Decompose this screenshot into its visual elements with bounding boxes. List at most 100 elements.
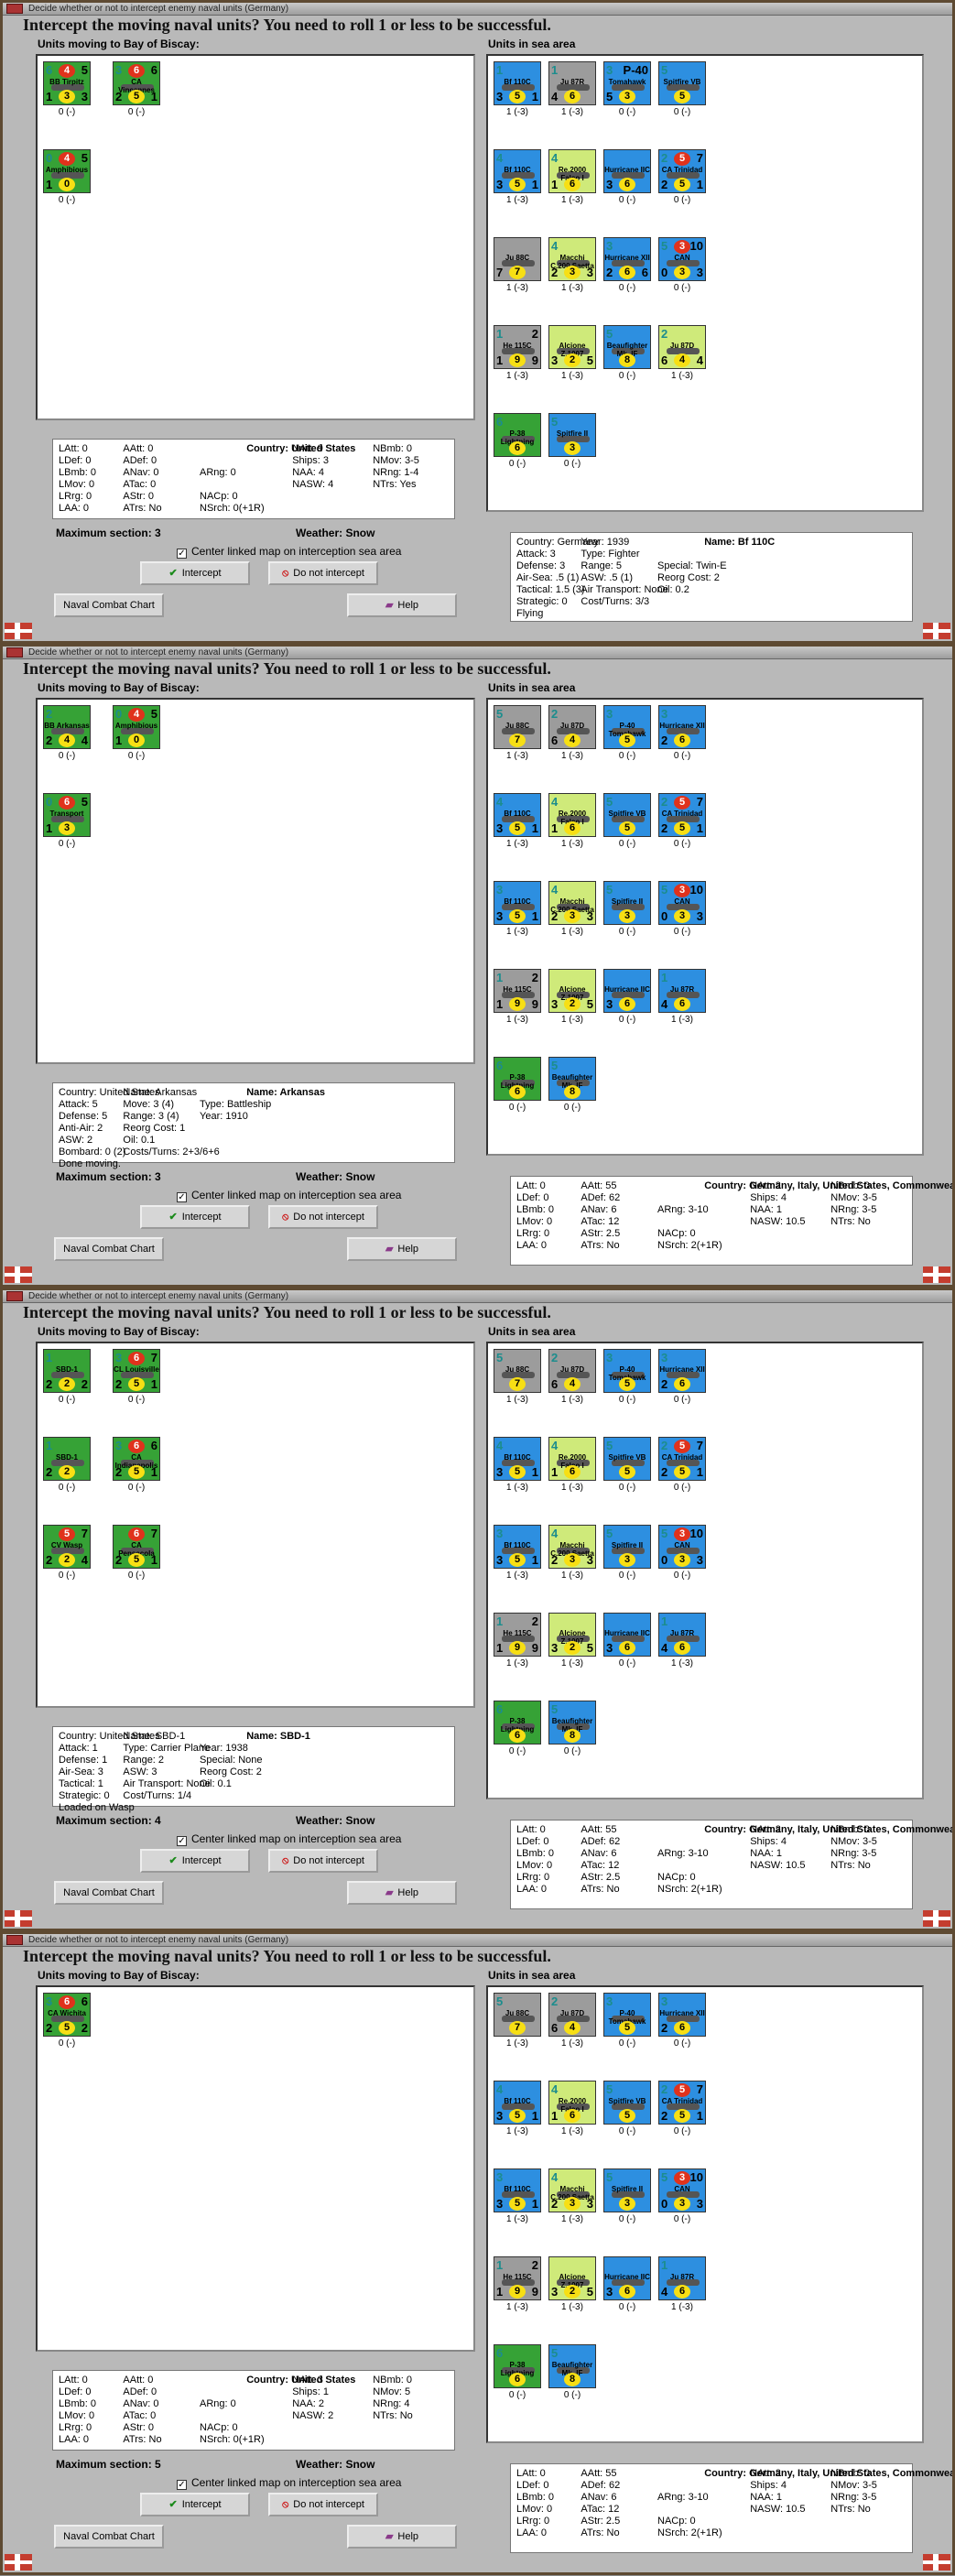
unit-counter[interactable]: 4 2 3 Macchi C.200 Saetta 3 <box>548 2168 596 2212</box>
moving-units-panel[interactable]: 2 2 4 BB Arkansas 4 0 (-) 0 5 1 4 Amphibious 0 0 (-)… <box>36 698 475 1064</box>
unit-counter[interactable]: 5 Spitfire VB 5 <box>603 793 651 837</box>
unit-counter[interactable]: 6 5 1 3 4 BB Tirpitz 3 <box>43 61 91 105</box>
unit-counter[interactable]: 3 6 2 2 6 CA Wichita 5 <box>43 1993 91 2037</box>
unit-counter[interactable]: 7 Ju 88C 7 <box>494 237 541 281</box>
unit-counter[interactable]: 4 2 3 Macchi C.200 Saetta 3 <box>548 1525 596 1569</box>
unit-counter[interactable]: 3 P-40 5 Tomahawk 3 <box>603 61 651 105</box>
unit-counter[interactable]: 5 Spitfire VB 5 <box>658 61 706 105</box>
unit-counter[interactable]: 6P-38 Lightning6 <box>494 1057 541 1101</box>
window-titlebar[interactable]: Decide whether or not to intercept enemy… <box>3 1934 952 1947</box>
unit-counter[interactable]: 1 2 SBD-1 2 <box>43 1437 91 1481</box>
center-map-checkbox[interactable]: ✓ Center linked map on interception sea a… <box>177 2476 401 2490</box>
unit-counter[interactable]: 2 7 2 1 5 CA Trinidad 5 <box>658 2081 706 2125</box>
naval-combat-chart-button[interactable]: Naval Combat Chart <box>54 593 164 617</box>
checkbox-box[interactable]: ✓ <box>177 1836 187 1846</box>
unit-counter[interactable]: 6P-38 Lightning6 <box>494 413 541 457</box>
naval-combat-chart-button[interactable]: Naval Combat Chart <box>54 1237 164 1261</box>
moving-units-panel[interactable]: 1 2 2 SBD-1 2 0 (-) 3 7 2 1 6 CL Louisville 5 0 (-) 1 2… <box>36 1342 475 1708</box>
unit-counter[interactable]: 5 10 0 3 3 CAN 3 <box>658 2168 706 2212</box>
unit-counter[interactable]: 1 4 Ju 87R 6 <box>658 2256 706 2300</box>
unit-counter[interactable]: 3 3 1 Bf 110C 5 <box>494 1525 541 1569</box>
intercept-button[interactable]: ✔ Intercept <box>140 1205 250 1229</box>
unit-counter[interactable]: 2 6 4 Ju 87D 4 <box>658 325 706 369</box>
checkbox-box[interactable]: ✓ <box>177 1192 187 1202</box>
unit-counter[interactable]: 3 7 2 1 6 CL Louisville 5 <box>113 1349 160 1393</box>
unit-counter[interactable]: 5 Spitfire VB 5 <box>603 2081 651 2125</box>
center-map-checkbox[interactable]: ✓ Center linked map on interception sea a… <box>177 545 401 559</box>
unit-counter[interactable]: 1 4 Ju 87R 6 <box>658 1613 706 1657</box>
moving-units-panel[interactable]: 3 6 2 2 6 CA Wichita 5 0 (-) <box>36 1985 475 2352</box>
unit-counter[interactable]: 1 2 1 9 He 115C 9 <box>494 2256 541 2300</box>
unit-counter[interactable]: 6P-38 Lightning6 <box>494 2344 541 2388</box>
intercept-button[interactable]: ✔ Intercept <box>140 1849 250 1873</box>
naval-combat-chart-button[interactable]: Naval Combat Chart <box>54 2525 164 2549</box>
window-titlebar[interactable]: Decide whether or not to intercept enemy… <box>3 647 952 659</box>
checkbox-box[interactable]: ✓ <box>177 549 187 559</box>
unit-counter[interactable]: 3P-40 Tomahawk5 <box>603 1993 651 2037</box>
sea-units-panel[interactable]: 1 3 1 Bf 110C 5 1 (-3) 1 4 Ju 87R 6 1 (-3) 3 P-40 5 To… <box>486 54 924 512</box>
unit-counter[interactable]: 3 3 1 Bf 110C 5 <box>494 2168 541 2212</box>
unit-counter[interactable]: 5 10 0 3 3 CAN 3 <box>658 1525 706 1569</box>
unit-counter[interactable]: 3 3 1 Bf 110C 5 <box>494 881 541 925</box>
no-intercept-button[interactable]: ⦸ Do not intercept <box>268 561 378 585</box>
unit-counter[interactable]: 1 2 1 9 He 115C 9 <box>494 969 541 1013</box>
unit-counter[interactable]: 5 Spitfire VB 5 <box>603 1437 651 1481</box>
unit-counter[interactable]: 2 6 Ju 87D 4 <box>548 1993 596 2037</box>
unit-counter[interactable]: 5 10 0 3 3 CAN 3 <box>658 881 706 925</box>
unit-counter[interactable]: 1 3 1 Bf 110C 5 <box>494 61 541 105</box>
unit-counter[interactable]: 3 2 Hurricane XII 6 <box>658 1349 706 1393</box>
unit-counter[interactable]: 5 Spitfire II 3 <box>603 2168 651 2212</box>
unit-counter[interactable]: 3 2 Hurricane XII 6 <box>658 1993 706 2037</box>
unit-counter[interactable]: 4 2 3 Macchi C.200 Saetta 3 <box>548 881 596 925</box>
no-intercept-button[interactable]: ⦸ Do not intercept <box>268 1205 378 1229</box>
unit-counter[interactable]: 4 3 1 Bf 110C 5 <box>494 1437 541 1481</box>
unit-counter[interactable]: 2 7 2 1 5 CA Trinidad 5 <box>658 149 706 193</box>
unit-counter[interactable]: 4 3 1 Bf 110C 5 <box>494 793 541 837</box>
unit-counter[interactable]: 2 2 4 BB Arkansas 4 <box>43 705 91 749</box>
unit-counter[interactable]: 3 2 Hurricane XII 6 <box>658 705 706 749</box>
unit-counter[interactable]: 3P-40 Tomahawk5 <box>603 1349 651 1393</box>
window-titlebar[interactable]: Decide whether or not to intercept enemy… <box>3 3 952 16</box>
unit-counter[interactable]: 3 Hurricane IIC 6 <box>603 2256 651 2300</box>
intercept-button[interactable]: ✔ Intercept <box>140 2493 250 2516</box>
unit-counter[interactable]: 4 3 1 Bf 110C 5 <box>494 2081 541 2125</box>
intercept-button[interactable]: ✔ Intercept <box>140 561 250 585</box>
unit-counter[interactable]: 5 Spitfire II 3 <box>603 1525 651 1569</box>
unit-counter[interactable]: 0 5 1 6 Transport 3 <box>43 793 91 837</box>
unit-counter[interactable]: 3 Hurricane IIC 6 <box>603 149 651 193</box>
unit-counter[interactable]: 5 Ju 88C 7 <box>494 705 541 749</box>
unit-counter[interactable]: 5 10 0 3 3 CAN 3 <box>658 237 706 281</box>
unit-counter[interactable]: 3P-40 Tomahawk5 <box>603 705 651 749</box>
naval-combat-chart-button[interactable]: Naval Combat Chart <box>54 1881 164 1905</box>
center-map-checkbox[interactable]: ✓ Center linked map on interception sea a… <box>177 1189 401 1202</box>
checkbox-box[interactable]: ✓ <box>177 2480 187 2490</box>
unit-counter[interactable]: 5 Spitfire II 3 <box>603 881 651 925</box>
unit-counter[interactable]: 0 5 1 4 Amphibious 0 <box>113 705 160 749</box>
unit-counter[interactable]: 5 Ju 88C 7 <box>494 1993 541 2037</box>
unit-counter[interactable]: 3 Hurricane IIC 6 <box>603 1613 651 1657</box>
unit-counter[interactable]: 4 2 3 Macchi C.200 Saetta 3 <box>548 237 596 281</box>
unit-counter[interactable]: 7 2 4 5 CV Wasp 2 <box>43 1525 91 1569</box>
unit-counter[interactable]: 0 5 1 4 Amphibious 0 <box>43 149 91 193</box>
unit-counter[interactable]: 4 3 1 Bf 110C 5 <box>494 149 541 193</box>
unit-counter[interactable]: 6P-38 Lightning6 <box>494 1701 541 1745</box>
unit-counter[interactable]: 5 Spitfire II 3 <box>548 413 596 457</box>
unit-counter[interactable]: 3 2 6 Hurricane XII 6 <box>603 237 651 281</box>
unit-counter[interactable]: 2 7 2 1 5 CA Trinidad 5 <box>658 793 706 837</box>
unit-counter[interactable]: 1 4 Ju 87R 6 <box>658 969 706 1013</box>
